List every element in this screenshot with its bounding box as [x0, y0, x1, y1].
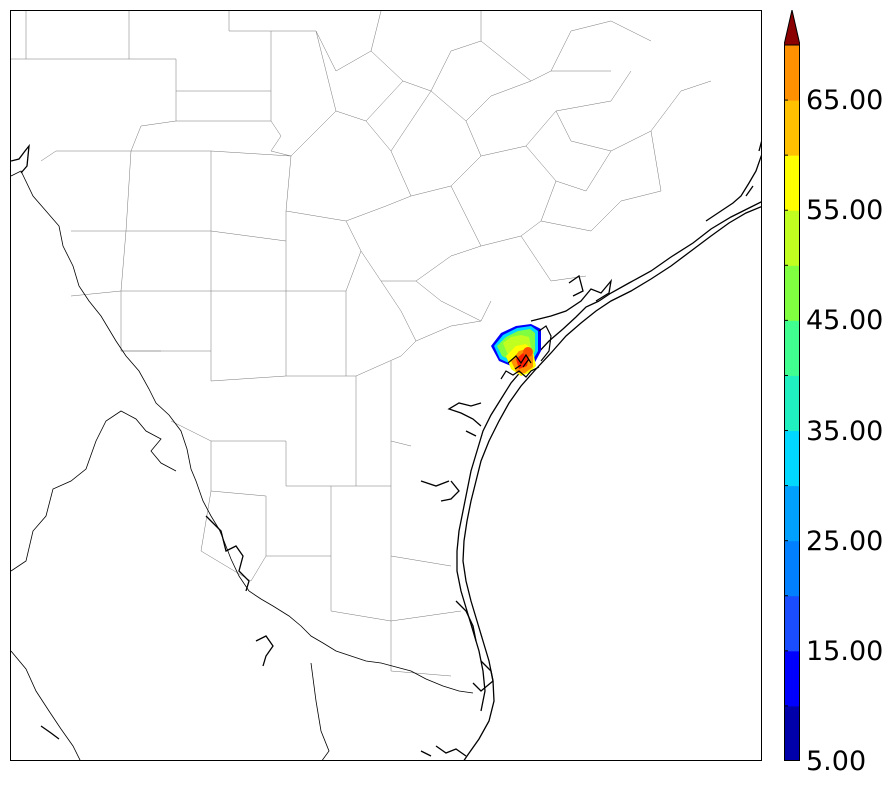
colorbar-bin: [784, 45, 800, 101]
colorbar-bin: [784, 650, 800, 707]
bay-coastline: [500, 325, 552, 380]
colorbar-bin: [784, 595, 800, 652]
international-border: [11, 170, 474, 760]
colorbar-tick-label: 25.00: [806, 525, 884, 557]
colorbar-bin: [784, 265, 800, 321]
colorbar-tick-label: 55.00: [806, 195, 884, 227]
colorbar-bin: [784, 485, 800, 542]
colorbar-outline: [784, 44, 800, 761]
colorbar-tick-label: 45.00: [806, 305, 884, 337]
county-boundaries: [11, 11, 712, 677]
colorbar-tick-label: 5.00: [806, 746, 867, 777]
colorbar-tick-label: 15.00: [806, 635, 884, 667]
colorbar-bin: [784, 705, 800, 761]
colorbar-bin: [784, 320, 800, 376]
colorbar-bin: [784, 430, 800, 487]
colorbar: [784, 10, 800, 761]
coastline: [11, 140, 761, 760]
colorbar-tick-label: 65.00: [806, 85, 884, 117]
colorbar-bin: [784, 100, 800, 156]
colorbar-tick-label: 35.00: [806, 415, 884, 447]
colorbar-bin: [784, 375, 800, 432]
colorbar-extend-arrow: [784, 10, 800, 46]
colorbar-bin: [784, 210, 800, 266]
map-panel: [10, 10, 762, 761]
colorbar-bin: [784, 155, 800, 211]
colorbar-bin: [784, 540, 800, 597]
base-map: [11, 11, 761, 760]
